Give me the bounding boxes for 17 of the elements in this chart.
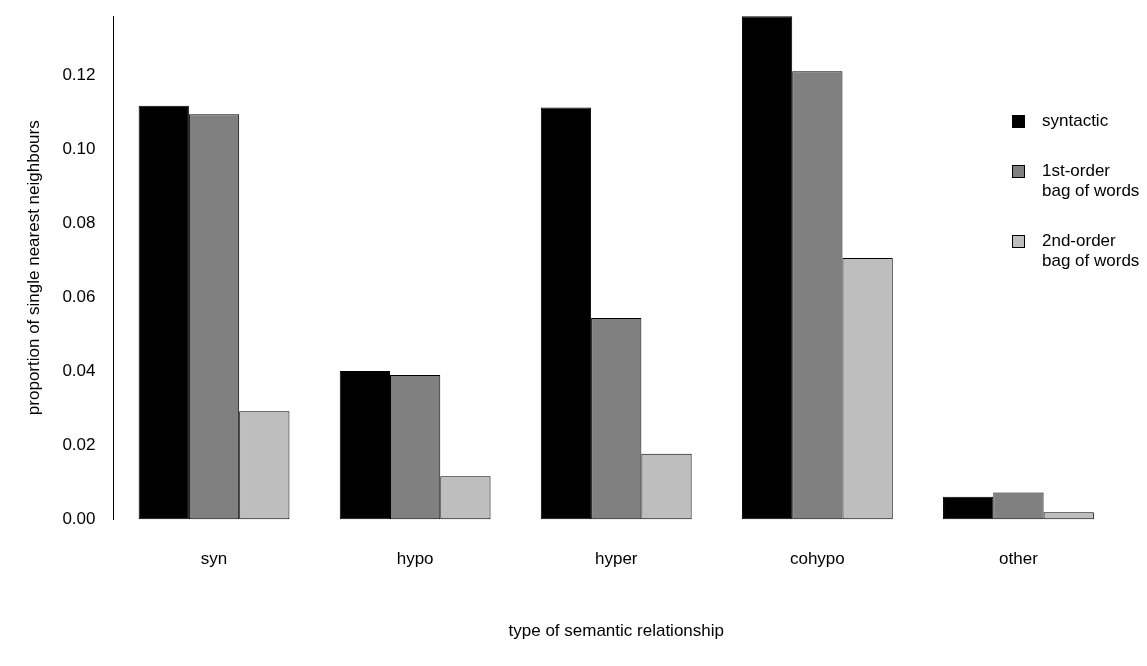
y-tick-label: 0.10 bbox=[62, 139, 96, 159]
y-axis-title: proportion of single nearest neighbours bbox=[23, 120, 43, 416]
x-tick-label: cohypo bbox=[789, 549, 845, 569]
x-tick-label: hypo bbox=[396, 549, 434, 569]
legend-label: syntactic bbox=[1042, 111, 1109, 132]
y-tick-label: 0.06 bbox=[62, 286, 96, 306]
y-tick-label: 0.00 bbox=[62, 508, 96, 528]
x-tick-label: hyper bbox=[594, 549, 638, 569]
y-tick-label: 0.12 bbox=[62, 65, 96, 85]
y-tick-label: 0.02 bbox=[62, 434, 96, 454]
x-axis-title: type of semantic relationship bbox=[508, 621, 724, 641]
legend-label: 1st-order bag of words bbox=[1042, 161, 1140, 202]
x-tick-label: other bbox=[999, 549, 1039, 569]
legend-label: 2nd-order bag of words bbox=[1042, 231, 1140, 272]
x-tick-label: syn bbox=[200, 549, 228, 569]
y-tick-label: 0.04 bbox=[62, 360, 96, 380]
y-tick-label: 0.08 bbox=[62, 213, 96, 233]
